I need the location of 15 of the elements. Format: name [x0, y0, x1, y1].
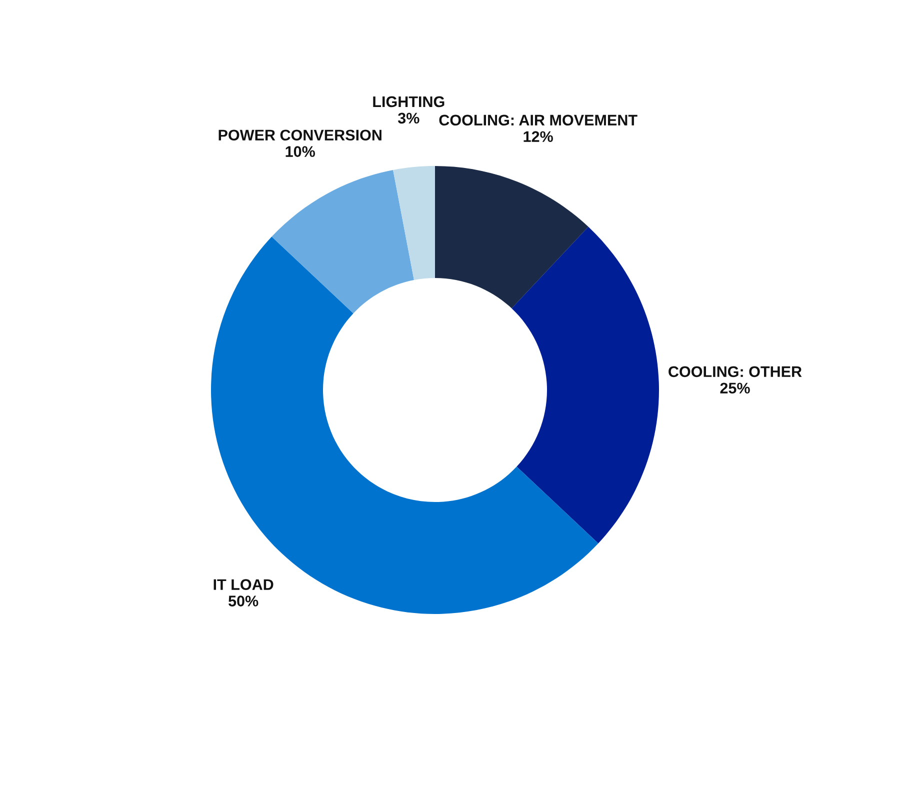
donut-slice — [393, 166, 435, 280]
donut-slice — [272, 170, 414, 314]
slice-label: IT LOAD — [214, 579, 274, 590]
donut-slice — [211, 236, 598, 614]
data-label: 3% — [398, 112, 420, 124]
data-label: 25% — [720, 382, 750, 394]
data-label: 12% — [524, 131, 553, 142]
slice-label: COOLING: AIR MOVEMENT — [439, 114, 638, 126]
donut-slice — [435, 166, 588, 308]
slice-label: POWER CONVERSION — [218, 130, 382, 141]
data-label: 50% — [228, 596, 258, 606]
slice-label: COOLING: OTHER — [668, 366, 802, 378]
data-label: 10% — [286, 146, 315, 157]
slice-label: LIGHTING — [373, 96, 444, 108]
donut-slice — [512, 226, 659, 544]
